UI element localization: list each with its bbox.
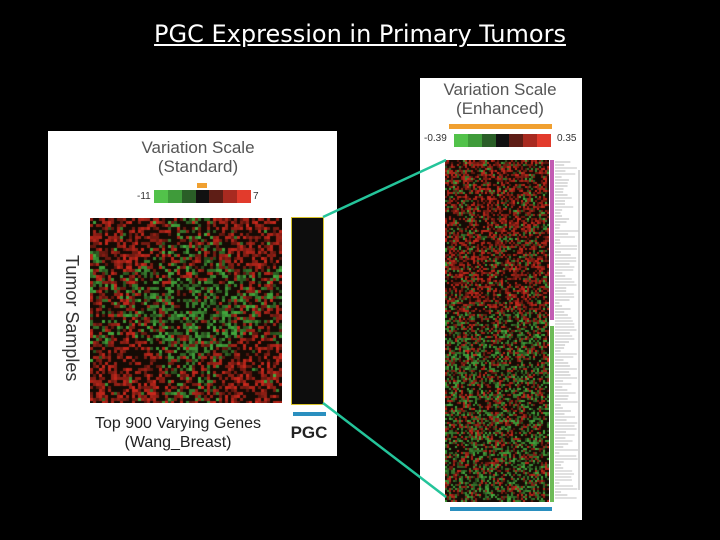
lower-connector-line [322, 402, 447, 498]
pgc-enhanced-heatmap [445, 160, 549, 502]
enhanced-scale-min: -0.39 [424, 133, 447, 144]
standard-scale-panel: Variation Scale (Standard) -11 7 Tumor S… [48, 131, 337, 456]
standard-scale-marker [197, 183, 207, 188]
gene-expression-heatmap [90, 218, 282, 403]
cluster-green-bar [550, 326, 554, 502]
standard-scale-title: Variation Scale (Standard) [141, 138, 255, 176]
enhanced-scale-marker [449, 124, 552, 129]
standard-scale-min: -11 [137, 191, 151, 202]
pgc-blue-bar [293, 412, 326, 416]
enhanced-scale-panel: Variation Scale (Enhanced) -0.39 0.35 [420, 78, 582, 520]
genes-axis-label: Top 900 Varying Genes (Wang_Breast) [94, 415, 262, 451]
slide-title: PGC Expression in Primary Tumors [154, 20, 566, 48]
standard-scale-max: 7 [253, 191, 259, 202]
enhanced-scale-max: 0.35 [557, 133, 577, 144]
dendrogram-icon [555, 161, 580, 499]
pgc-label: PGC [290, 423, 328, 442]
standard-color-scale [154, 190, 252, 203]
enhanced-scale-title: Variation Scale (Enhanced) [443, 80, 557, 118]
upper-connector-line [322, 158, 447, 219]
pgc-expression-column [291, 217, 324, 405]
cluster-magenta-bar [550, 160, 554, 320]
enhanced-blue-bar [450, 507, 552, 511]
enhanced-color-scale [454, 134, 552, 147]
